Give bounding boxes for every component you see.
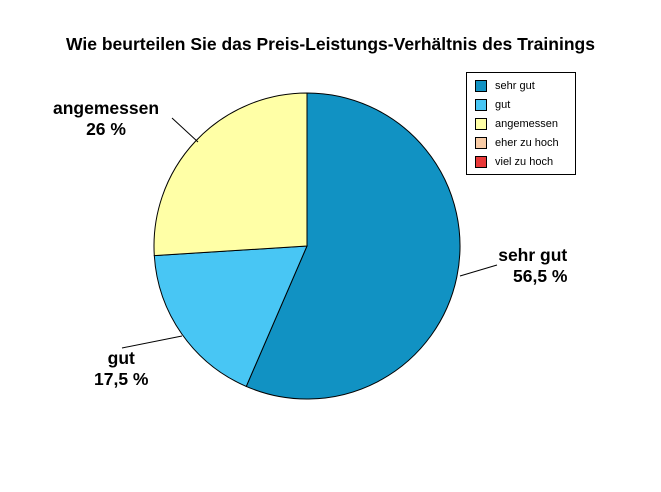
pie-slice-angemessen — [153, 92, 308, 257]
data-label-value: 17,5 % — [94, 369, 149, 389]
legend-swatch — [475, 156, 487, 168]
leader-line-angemessen — [171, 117, 199, 143]
data-label-name: angemessen — [53, 98, 160, 118]
data-label-name: sehr gut — [498, 245, 568, 265]
legend-swatch — [475, 80, 487, 92]
legend-label: angemessen — [495, 118, 558, 130]
leader-line-sehr-gut — [459, 264, 498, 277]
pie-slice-gut — [153, 245, 308, 388]
legend-label: gut — [495, 99, 511, 111]
pie-slice-sehr-gut — [245, 92, 461, 400]
data-label-sehr-gut: sehr gut 56,5 % — [498, 245, 567, 287]
data-label-value: 56,5 % — [513, 266, 568, 286]
legend-swatch — [475, 118, 487, 130]
legend-label: eher zu hoch — [495, 137, 559, 149]
data-label-angemessen: angemessen 26 % — [53, 98, 159, 140]
legend-swatch — [475, 99, 487, 111]
chart-title: Wie beurteilen Sie das Preis-Leistungs-V… — [66, 34, 595, 54]
leader-line-gut — [121, 335, 183, 349]
legend-swatch — [475, 137, 487, 149]
legend-label: viel zu hoch — [495, 156, 554, 168]
data-label-value: 26 % — [86, 119, 126, 139]
data-label-gut: gut 17,5 % — [94, 348, 148, 390]
legend: sehr gut gut angemessen eher zu hoch viel zu… — [466, 72, 576, 175]
legend-label: sehr gut — [495, 80, 535, 92]
data-label-name: gut — [107, 348, 135, 368]
